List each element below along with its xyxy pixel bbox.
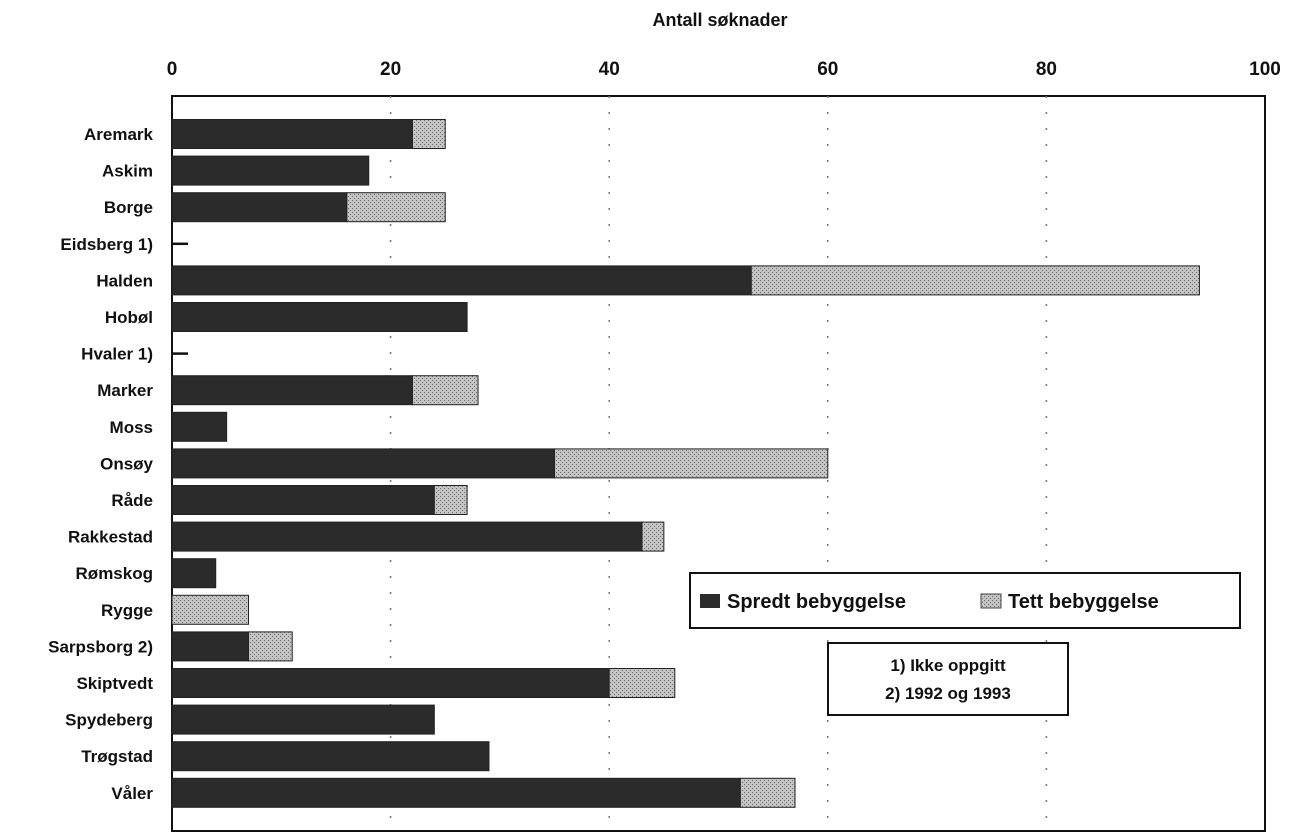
bar-segment-spredt	[171, 558, 217, 589]
bar-segment-tett	[641, 521, 665, 552]
category-label: Råde	[111, 491, 153, 510]
category-label: Trøgstad	[81, 747, 153, 766]
legend-swatch-spredt	[700, 594, 720, 608]
bar-segment-spredt	[171, 448, 556, 479]
bar-segment-spredt	[171, 155, 370, 186]
bar-segment-spredt	[171, 119, 413, 149]
category-label: Onsøy	[100, 454, 153, 473]
bar-segment-tett	[554, 448, 829, 479]
category-label: Aremark	[84, 125, 154, 144]
bar-segment-tett	[433, 485, 468, 515]
bar-segment-tett	[739, 777, 796, 808]
x-tick-label: 100	[1249, 59, 1281, 80]
bar-segment-spredt	[171, 704, 435, 735]
notes-box: 1) Ikke oppgitt 2) 1992 og 1993	[827, 642, 1069, 716]
legend: Spredt bebyggelse Tett bebyggelse	[689, 572, 1241, 629]
category-label: Rømskog	[76, 564, 153, 583]
bar-segment-spredt	[171, 777, 741, 808]
category-label: Eidsberg 1)	[60, 235, 153, 254]
category-label: Skiptvedt	[76, 674, 153, 693]
x-tick-label: 80	[1036, 59, 1057, 80]
bar-segment-spredt	[171, 192, 348, 223]
category-labels: Aremark Askim Borge Eidsberg 1) Halden Hobøl H…	[48, 125, 153, 803]
category-label: Rakkestad	[68, 528, 153, 547]
legend-swatch-tett	[980, 593, 1002, 609]
bar-segment-spredt	[171, 375, 413, 406]
legend-label-spredt: Spredt bebyggelse	[727, 591, 906, 613]
bar-segment-spredt	[171, 668, 610, 698]
category-label: Spydeberg	[65, 711, 153, 730]
bar-segment-spredt	[171, 521, 643, 552]
bar-segment-spredt	[171, 265, 752, 296]
bar-segment-tett	[750, 265, 1200, 296]
x-tick-label: 20	[380, 59, 401, 80]
x-tick-label: 40	[599, 59, 620, 80]
bar-segment-tett	[346, 192, 446, 223]
bar-segment-tett	[411, 375, 479, 406]
bar-segment-tett	[248, 631, 293, 662]
bar-segment-tett	[608, 668, 676, 698]
bar-segment-spredt	[171, 631, 250, 662]
category-label: Hvaler 1)	[81, 345, 153, 364]
x-axis-title: Antall søknader	[652, 10, 787, 30]
x-tick-labels: 0 20 40 60 80 100	[167, 59, 1281, 80]
category-label: Halden	[96, 271, 153, 290]
bar-segment-spredt	[171, 411, 228, 442]
x-tick-label: 0	[167, 59, 178, 80]
category-label: Rygge	[101, 601, 153, 620]
bar-segment-spredt	[171, 302, 468, 332]
note-1: 1) Ikke oppgitt	[890, 656, 1006, 675]
legend-box	[689, 572, 1241, 629]
category-label: Våler	[111, 784, 153, 803]
bar-segment-spredt	[171, 485, 435, 515]
category-label: Hobøl	[105, 308, 153, 327]
note-2: 2) 1992 og 1993	[885, 684, 1011, 703]
category-label: Askim	[102, 162, 153, 181]
category-label: Moss	[110, 418, 153, 437]
category-label: Marker	[97, 381, 153, 400]
bar-segment-tett	[411, 119, 446, 149]
bars	[171, 119, 1200, 808]
category-label: Sarpsborg 2)	[48, 637, 153, 656]
bar-segment-tett	[171, 594, 250, 625]
legend-label-tett: Tett bebyggelse	[1008, 591, 1159, 613]
category-label: Borge	[104, 198, 153, 217]
x-tick-label: 60	[817, 59, 838, 80]
bar-segment-spredt	[171, 741, 490, 772]
